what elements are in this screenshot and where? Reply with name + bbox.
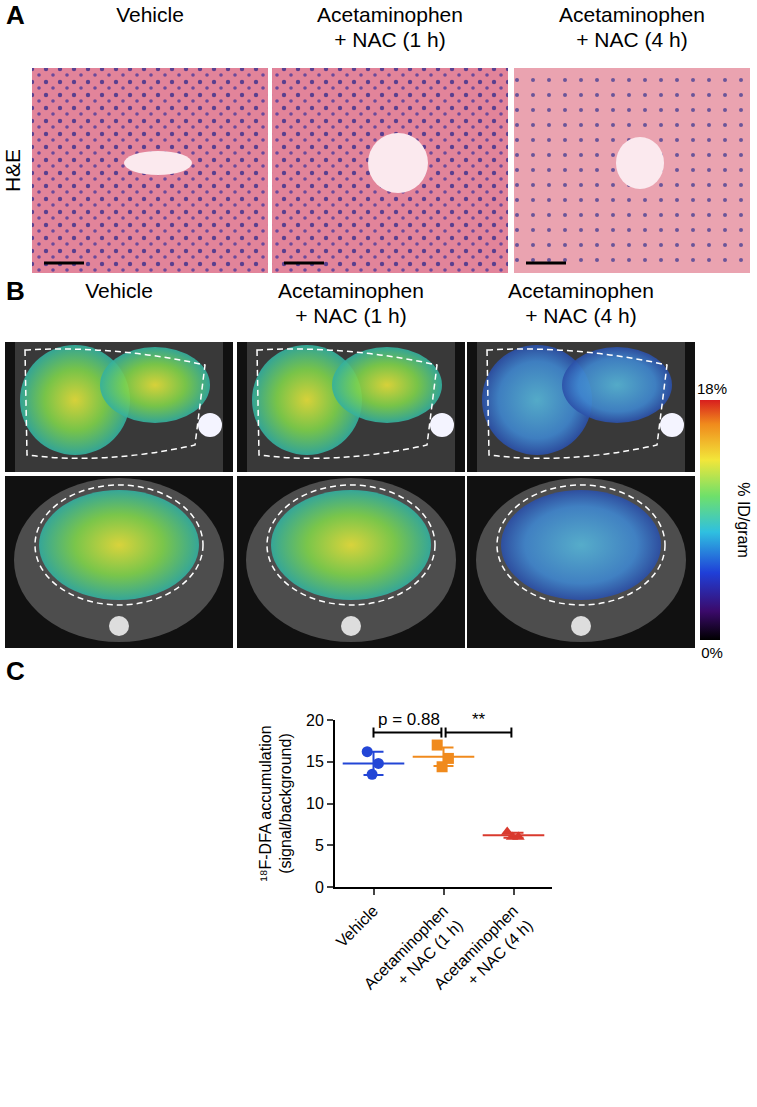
svg-text:Acetaminophen+ NAC (1 h): Acetaminophen+ NAC (1 h)	[361, 902, 466, 1007]
svg-text:Acetaminophen+ NAC (4 h): Acetaminophen+ NAC (4 h)	[431, 902, 536, 1007]
svg-text:% ID/gram: % ID/gram	[735, 482, 752, 558]
svg-text:20: 20	[306, 712, 324, 729]
svg-text:+ NAC (4 h): + NAC (4 h)	[576, 28, 687, 51]
svg-text:Vehicle: Vehicle	[116, 3, 184, 26]
svg-text:**: **	[472, 710, 486, 729]
svg-text:Acetaminophen: Acetaminophen	[278, 279, 424, 302]
svg-text:H&E: H&E	[1, 149, 24, 192]
svg-text:+ NAC (4 h): + NAC (4 h)	[525, 304, 636, 327]
svg-text:18%: 18%	[697, 380, 727, 397]
svg-text:B: B	[6, 276, 25, 306]
svg-text:¹⁸F-DFA accumulation(signal/ba: ¹⁸F-DFA accumulation(signal/background)	[257, 725, 295, 881]
svg-text:C: C	[6, 656, 25, 686]
svg-text:Vehicle: Vehicle	[333, 902, 382, 951]
svg-text:A: A	[6, 0, 25, 30]
svg-text:10: 10	[306, 795, 324, 812]
svg-text:0: 0	[315, 879, 324, 896]
svg-text:Acetaminophen: Acetaminophen	[317, 3, 463, 26]
svg-text:+ NAC (1 h): + NAC (1 h)	[295, 304, 406, 327]
svg-text:Vehicle: Vehicle	[85, 279, 153, 302]
svg-text:5: 5	[315, 837, 324, 854]
svg-text:0%: 0%	[701, 644, 723, 661]
svg-text:+ NAC (1 h): + NAC (1 h)	[334, 28, 445, 51]
svg-text:Acetaminophen: Acetaminophen	[508, 279, 654, 302]
svg-text:p = 0.88: p = 0.88	[378, 710, 440, 729]
svg-text:15: 15	[306, 753, 324, 770]
svg-text:Acetaminophen: Acetaminophen	[559, 3, 705, 26]
